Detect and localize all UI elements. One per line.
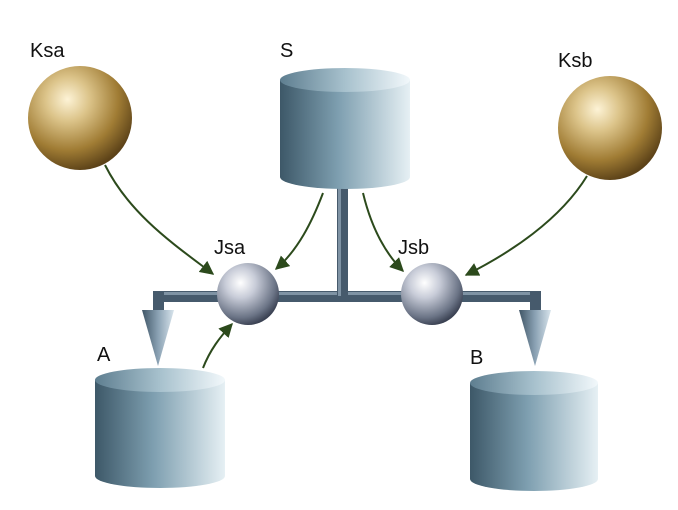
label-a: A bbox=[97, 344, 111, 366]
label-ksa: Ksa bbox=[30, 40, 65, 62]
vertical-pipe-from-s bbox=[337, 188, 348, 296]
pipe-network bbox=[142, 188, 551, 366]
connector-arrows bbox=[104, 164, 588, 369]
arrow-s-to-jsa bbox=[274, 192, 324, 270]
down-arrow-to-a-icon bbox=[142, 310, 174, 366]
down-arrow-to-b-icon bbox=[519, 310, 551, 366]
arrow-a-to-jsa bbox=[202, 322, 233, 369]
label-b: B bbox=[470, 347, 483, 369]
cylinder-s bbox=[280, 68, 410, 189]
label-s: S bbox=[280, 40, 293, 62]
pipe-drop-left bbox=[153, 291, 164, 313]
arrow-ksa-to-jsa bbox=[104, 164, 215, 275]
label-jsa: Jsa bbox=[214, 237, 246, 259]
key-sphere-ksa bbox=[28, 66, 132, 170]
arrow-s-to-jsb bbox=[362, 192, 404, 272]
cylinder-a bbox=[95, 368, 225, 488]
key-sphere-ksb bbox=[558, 76, 662, 180]
junction-sphere-jsa bbox=[217, 263, 279, 325]
junction-sphere-jsb bbox=[401, 263, 463, 325]
pipe-drop-right bbox=[530, 291, 541, 313]
cylinder-b bbox=[470, 371, 598, 491]
arrow-ksb-to-jsb bbox=[464, 175, 588, 276]
horizontal-pipe bbox=[158, 291, 538, 302]
vertical-pipe-highlight bbox=[338, 188, 341, 296]
label-jsb: Jsb bbox=[398, 237, 429, 259]
label-ksb: Ksb bbox=[558, 50, 592, 72]
